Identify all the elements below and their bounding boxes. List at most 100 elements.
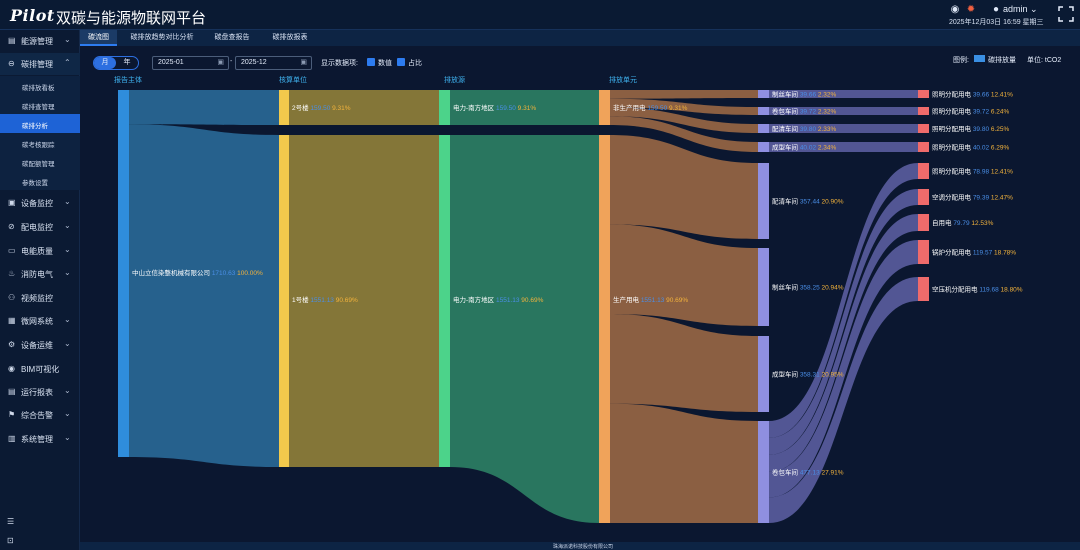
tab-trend[interactable]: 碳排放趋势对比分析 bbox=[130, 34, 194, 41]
sidebar-item-system[interactable]: ▥ 系统管理 ⌄ bbox=[0, 428, 80, 450]
sankey-node[interactable] bbox=[279, 135, 289, 467]
sankey-link[interactable] bbox=[769, 90, 918, 98]
sankey-link[interactable] bbox=[610, 107, 758, 133]
sankey-link[interactable] bbox=[289, 90, 439, 125]
sankey-node[interactable] bbox=[758, 90, 769, 98]
sidebar-item-carbon[interactable]: ⊖ 碳排管理 ⌃ bbox=[0, 53, 80, 75]
sankey-link[interactable] bbox=[610, 403, 758, 523]
sankey-node[interactable] bbox=[918, 124, 929, 133]
sankey-node[interactable] bbox=[918, 107, 929, 115]
sankey-node[interactable] bbox=[118, 90, 129, 457]
sidebar-item-energy[interactable]: ▤ 能源管理 ⌄ bbox=[0, 30, 80, 52]
sankey-link[interactable] bbox=[450, 90, 599, 125]
sankey-node[interactable] bbox=[439, 135, 450, 467]
sankey-node[interactable] bbox=[918, 189, 929, 205]
sankey-node[interactable] bbox=[439, 90, 450, 125]
collapse-menu-icon[interactable]: ☰ bbox=[7, 517, 15, 526]
sidebar-sub-params[interactable]: 参数设置 bbox=[0, 171, 80, 190]
start-date-input[interactable]: 2025-01 ▣ bbox=[152, 56, 229, 70]
sankey-node[interactable] bbox=[918, 214, 929, 231]
sankey-node[interactable] bbox=[918, 142, 929, 152]
sankey-node[interactable] bbox=[758, 124, 769, 133]
sidebar-item-device[interactable]: ▣ 设备监控 ⌄ bbox=[0, 192, 80, 214]
sidebar-item-label: BIM可视化 bbox=[21, 365, 60, 374]
sidebar-sub-inventory[interactable]: 碳排查管理 bbox=[0, 95, 80, 114]
sidebar-item-maintenance[interactable]: ⚙ 设备运维 ⌄ bbox=[0, 334, 80, 356]
sidebar-item-bim[interactable]: ◉ BIM可视化 bbox=[0, 358, 80, 380]
fullscreen-icon[interactable] bbox=[1058, 6, 1074, 22]
sankey-link[interactable] bbox=[610, 98, 758, 115]
sidebar-item-fire[interactable]: ♨ 消防电气 ⌄ bbox=[0, 263, 80, 285]
tab-emission-report[interactable]: 碳排放报表 bbox=[272, 34, 308, 41]
sankey-node-label: 卷包车间 477.13 27.91% bbox=[772, 468, 844, 477]
sankey-link[interactable] bbox=[610, 224, 758, 326]
ratio-checkbox[interactable] bbox=[397, 58, 405, 66]
app-header: Pilot 双碳与能源物联网平台 ◉ ✹ ● admin ⌄ 2025年12月0… bbox=[0, 0, 1080, 30]
sankey-link[interactable] bbox=[769, 214, 918, 472]
alert-icon[interactable]: ◉ bbox=[950, 4, 960, 15]
sankey-link[interactable] bbox=[769, 142, 918, 152]
sidebar-item-distribution[interactable]: ⊘ 配电监控 ⌄ bbox=[0, 216, 80, 238]
sankey-node[interactable] bbox=[279, 90, 289, 125]
chevron-down-icon: ⌄ bbox=[64, 197, 71, 206]
sankey-node[interactable] bbox=[758, 421, 769, 523]
chevron-down-icon: ⌄ bbox=[64, 409, 71, 418]
sidebar-sub-quota[interactable]: 碳配额管理 bbox=[0, 152, 80, 171]
sankey-link[interactable] bbox=[769, 124, 918, 133]
sidebar-sub-analysis[interactable]: 碳排分析 bbox=[0, 114, 80, 133]
sankey-link[interactable] bbox=[610, 116, 758, 152]
sankey-link[interactable] bbox=[769, 107, 918, 115]
sankey-node[interactable] bbox=[918, 163, 929, 179]
report-icon: ▤ bbox=[8, 387, 16, 396]
sankey-node[interactable] bbox=[758, 163, 769, 239]
sidebar-item-video[interactable]: ⚇ 视频监控 bbox=[0, 287, 80, 309]
fire-icon: ♨ bbox=[8, 269, 16, 278]
chevron-down-icon: ⌄ bbox=[1030, 4, 1038, 14]
period-month-button[interactable]: 月 bbox=[94, 57, 116, 69]
tab-carbon-flow[interactable]: 碳流图 bbox=[80, 30, 117, 46]
sidebar-sub-dashboard[interactable]: 碳排放看板 bbox=[0, 76, 80, 95]
power-icon: ⊘ bbox=[8, 222, 15, 231]
exit-icon[interactable]: ⊡ bbox=[7, 536, 14, 545]
sankey-link[interactable] bbox=[610, 135, 758, 239]
sankey-link[interactable] bbox=[610, 90, 758, 99]
sankey-link[interactable] bbox=[129, 90, 279, 125]
sankey-link[interactable] bbox=[289, 135, 439, 467]
sidebar-item-alarm[interactable]: ⚑ 综合告警 ⌄ bbox=[0, 404, 80, 426]
sidebar-item-quality[interactable]: ▭ 电能质量 ⌄ bbox=[0, 240, 80, 262]
sankey-node[interactable] bbox=[599, 90, 610, 125]
sankey-node[interactable] bbox=[758, 248, 769, 326]
end-date-input[interactable]: 2025-12 ▣ bbox=[235, 56, 312, 70]
tab-report[interactable]: 碳盘查报告 bbox=[214, 34, 250, 41]
sankey-link[interactable] bbox=[610, 314, 758, 412]
sankey-node[interactable] bbox=[758, 142, 769, 152]
sankey-node-label: 1号楼 1551.13 90.69% bbox=[292, 295, 358, 304]
sidebar-item-report[interactable]: ▤ 运行报表 ⌄ bbox=[0, 381, 80, 403]
user-menu[interactable]: admin ⌄ bbox=[1003, 4, 1038, 15]
period-year-button[interactable]: 年 bbox=[123, 59, 131, 66]
carbon-icon: ⊖ bbox=[8, 59, 15, 68]
sankey-link[interactable] bbox=[769, 189, 918, 455]
sankey-node[interactable] bbox=[758, 107, 769, 115]
sankey-node[interactable] bbox=[918, 90, 929, 98]
sankey-link[interactable] bbox=[769, 240, 918, 498]
sidebar-item-microgrid[interactable]: ▦ 微网系统 ⌄ bbox=[0, 310, 80, 332]
sankey-link[interactable] bbox=[450, 135, 599, 523]
sankey-node-label: 照明分配用电 39.72 6.24% bbox=[932, 107, 1010, 116]
sankey-node[interactable] bbox=[918, 240, 929, 264]
bug-icon[interactable]: ✹ bbox=[966, 4, 976, 15]
sankey-link[interactable] bbox=[769, 163, 918, 438]
bim-icon: ◉ bbox=[8, 364, 15, 373]
sankey-link[interactable] bbox=[769, 277, 918, 523]
calendar-icon: ▣ bbox=[217, 59, 224, 66]
sidebar-sub-label: 碳排分析 bbox=[22, 123, 48, 130]
sankey-node-label: 锅炉分配用电 119.57 18.78% bbox=[932, 248, 1016, 257]
sidebar-sub-tracking[interactable]: 碳考核跟踪 bbox=[0, 133, 80, 152]
sankey-node[interactable] bbox=[758, 336, 769, 412]
sankey-node-label: 电力-南方地区 1551.13 90.69% bbox=[453, 295, 544, 304]
value-checkbox[interactable] bbox=[367, 58, 375, 66]
sankey-link[interactable] bbox=[129, 124, 279, 467]
sankey-node[interactable] bbox=[599, 135, 610, 523]
sankey-node[interactable] bbox=[918, 277, 929, 301]
start-date-value: 2025-01 bbox=[158, 59, 184, 66]
